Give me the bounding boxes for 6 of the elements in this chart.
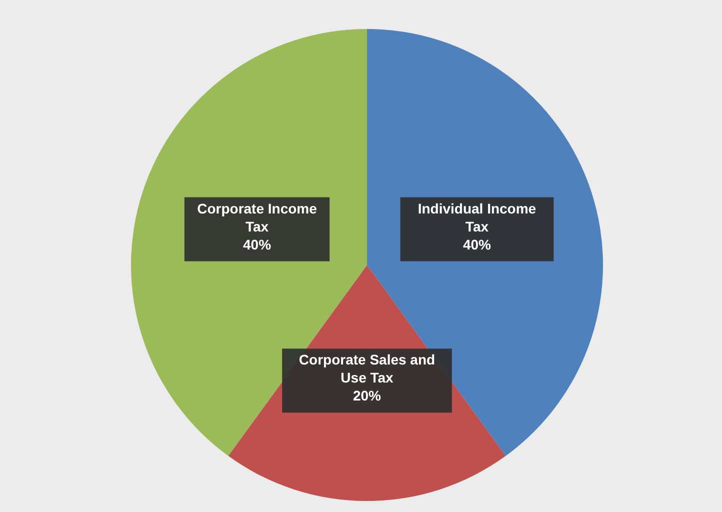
slice-label: Individual Income Tax [418, 200, 536, 234]
data-label: 20% [352, 388, 382, 404]
data-label: 40% [243, 236, 272, 252]
slice-label: Corporate Income Tax [197, 200, 318, 234]
data-label: 40% [462, 236, 492, 252]
slice-label: Corporate Sales and Use Tax [298, 352, 436, 386]
